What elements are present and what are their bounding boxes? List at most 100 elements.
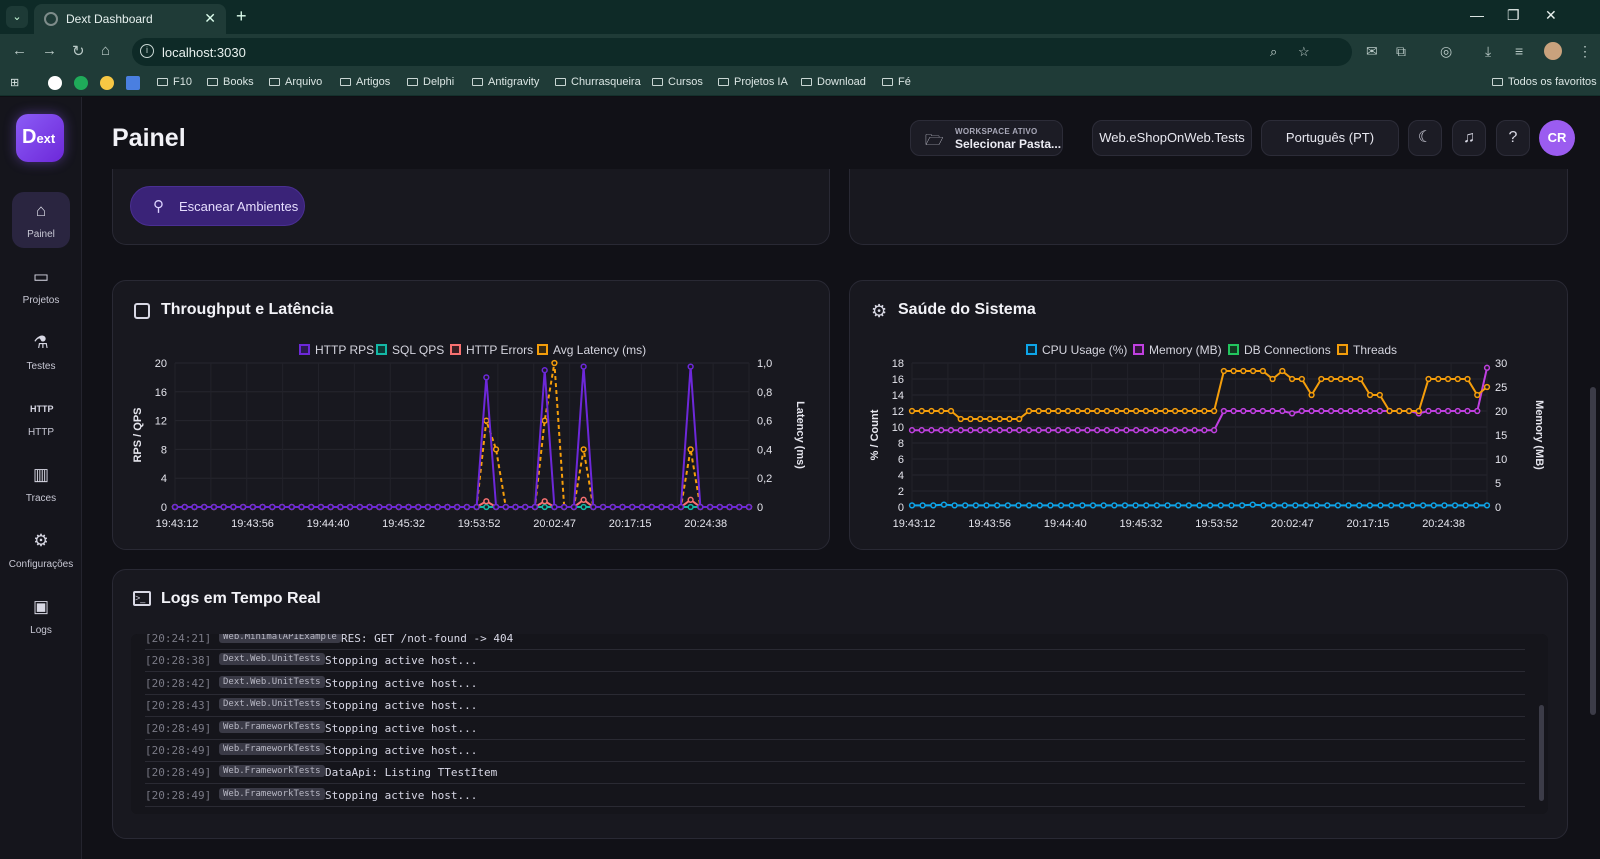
- sidebar-item-traces[interactable]: ▥ Traces: [12, 456, 70, 512]
- site-info-icon[interactable]: i: [140, 44, 154, 58]
- menu-icon[interactable]: ⋮: [1578, 43, 1592, 59]
- bookmark-cursos[interactable]: Cursos: [652, 76, 703, 88]
- legend-http-errors[interactable]: HTTP Errors: [450, 343, 533, 357]
- extensions-icon[interactable]: ⧉: [1396, 43, 1406, 59]
- http-rps-point: [356, 503, 363, 511]
- x-tick-label: 19:53:52: [458, 518, 501, 530]
- reload-icon[interactable]: ↻: [72, 43, 85, 60]
- google-icon[interactable]: [48, 76, 62, 90]
- notifications-bell-icon[interactable]: ♫: [1452, 120, 1486, 156]
- theme-toggle-moon-icon[interactable]: ☾: [1408, 120, 1442, 156]
- threads-point: [1366, 391, 1374, 399]
- minimize-icon[interactable]: —: [1470, 7, 1484, 23]
- all-bookmarks[interactable]: Todos os favoritos: [1492, 76, 1597, 88]
- threads-point: [1425, 375, 1432, 383]
- dext-logo[interactable]: Dext: [16, 114, 64, 162]
- back-icon[interactable]: ←: [12, 42, 27, 59]
- cpu-usage--point: [1451, 502, 1459, 509]
- mail-icon[interactable]: ✉: [1366, 43, 1378, 59]
- http-rps-point: [230, 503, 237, 511]
- globe-icon: [44, 12, 58, 26]
- threads-point: [1171, 407, 1179, 415]
- bookmark-delphi[interactable]: Delphi: [407, 76, 454, 88]
- cpu-usage--point: [1430, 502, 1437, 509]
- close-window-icon[interactable]: ✕: [1545, 7, 1557, 23]
- forward-icon[interactable]: →: [42, 42, 57, 59]
- translate-icon[interactable]: [126, 76, 140, 90]
- media-icon[interactable]: ≡: [1515, 43, 1524, 59]
- http-rps-point: [570, 503, 578, 511]
- threads-point: [1376, 391, 1383, 399]
- star-icon[interactable]: ☆: [1298, 44, 1310, 59]
- screenshot-icon[interactable]: ◎: [1440, 43, 1453, 59]
- legend-cpu[interactable]: CPU Usage (%): [1026, 343, 1127, 357]
- memory-mb--point: [1142, 427, 1150, 434]
- cpu-usage--point: [1441, 502, 1448, 509]
- page-scrollbar[interactable]: [1590, 387, 1596, 715]
- browser-tab[interactable]: Dext Dashboard ✕: [34, 4, 226, 34]
- project-selector[interactable]: Web.eShopOnWeb.Tests: [1092, 120, 1252, 156]
- tab-list-icon[interactable]: ⌄: [6, 6, 28, 28]
- y-tick-label: 8: [898, 438, 904, 450]
- sidebar-item-projetos[interactable]: ▭ Projetos: [12, 258, 70, 314]
- threads-point: [1162, 407, 1169, 415]
- memory-mb--point: [1171, 427, 1179, 434]
- threads-point: [1133, 407, 1140, 415]
- legend-memory[interactable]: Memory (MB): [1133, 343, 1222, 357]
- legend-http-rps[interactable]: HTTP RPS: [299, 343, 374, 357]
- folder-icon: [801, 78, 812, 86]
- apps-icon[interactable]: ⊞: [10, 77, 20, 89]
- memory-mb--point: [1181, 427, 1189, 434]
- sidebar-item-testes[interactable]: ⚗ Testes: [12, 324, 70, 380]
- memory-mb--point: [938, 427, 945, 434]
- sidebar-item-painel[interactable]: ⌂ Painel: [12, 192, 70, 248]
- threads-point: [1152, 407, 1159, 415]
- http-errors-point: [483, 498, 490, 505]
- http-rps-point: [531, 503, 539, 511]
- home-browser-icon[interactable]: ⌂: [101, 42, 111, 59]
- restore-icon[interactable]: ❐: [1507, 7, 1520, 23]
- keep-icon[interactable]: [100, 76, 114, 90]
- http-rps-point: [668, 503, 675, 511]
- legend-avg-latency[interactable]: Avg Latency (ms): [537, 343, 646, 357]
- logs-scrollbar[interactable]: [1539, 705, 1544, 801]
- http-errors-point: [541, 498, 548, 505]
- bookmark-fe[interactable]: Fé: [882, 76, 911, 88]
- bookmark-f10[interactable]: F10: [157, 76, 192, 88]
- bookmark-artigos[interactable]: Artigos: [340, 76, 390, 88]
- address-bar[interactable]: i localhost:3030 ⌕ ☆: [132, 38, 1352, 66]
- sidebar-item-http[interactable]: HTTP HTTP: [12, 390, 70, 446]
- new-tab-icon[interactable]: +: [236, 6, 247, 26]
- close-tab-icon[interactable]: ✕: [204, 10, 216, 26]
- bookmark-churrasqueira[interactable]: Churrasqueira: [555, 76, 641, 88]
- legend-sql-qps[interactable]: SQL QPS: [376, 343, 444, 357]
- profile-avatar[interactable]: [1544, 42, 1562, 60]
- legend-db-connections[interactable]: DB Connections: [1228, 343, 1331, 357]
- bookmark-projetos-ia[interactable]: Projetos IA: [718, 76, 788, 88]
- drive-icon[interactable]: [74, 76, 88, 90]
- threads-point: [1415, 407, 1422, 415]
- logs-console[interactable]: [20:24:21] Web.MinimalAPIExample RES: GET …: [131, 634, 1548, 814]
- cpu-usage--point: [1185, 502, 1193, 509]
- language-selector[interactable]: Português (PT): [1261, 120, 1399, 156]
- avg-latency-ms--point: [541, 417, 548, 424]
- sidebar-item-configuracoes[interactable]: ⚙ Configurações: [6, 522, 76, 578]
- sidebar-item-logs[interactable]: ▣ Logs: [12, 588, 70, 644]
- bookmark-arquivo[interactable]: Arquivo: [269, 76, 322, 88]
- download-icon[interactable]: ⤓: [1485, 43, 1492, 59]
- bookmark-antigravity[interactable]: Antigravity: [472, 76, 539, 88]
- zoom-icon[interactable]: ⌕: [1270, 44, 1278, 59]
- bookmark-books[interactable]: Books: [207, 76, 254, 88]
- user-avatar[interactable]: CR: [1539, 120, 1575, 156]
- log-source-badge: Web.FrameworkTests: [219, 720, 325, 733]
- x-tick-label: 19:44:40: [307, 518, 350, 530]
- help-icon[interactable]: ?: [1496, 120, 1530, 156]
- cpu-usage--point: [1228, 502, 1235, 509]
- y-tick-label: 18: [892, 358, 904, 370]
- log-time: [20:24:21]: [145, 634, 212, 645]
- scan-environments-button[interactable]: ⚲ Escanear Ambientes: [130, 186, 305, 226]
- legend-threads[interactable]: Threads: [1337, 343, 1397, 357]
- workspace-selector[interactable]: 🗁 WORKSPACE ATIVO Selecionar Pasta...: [910, 120, 1063, 156]
- language-name: Português (PT): [1285, 130, 1375, 145]
- bookmark-download[interactable]: Download: [801, 76, 866, 88]
